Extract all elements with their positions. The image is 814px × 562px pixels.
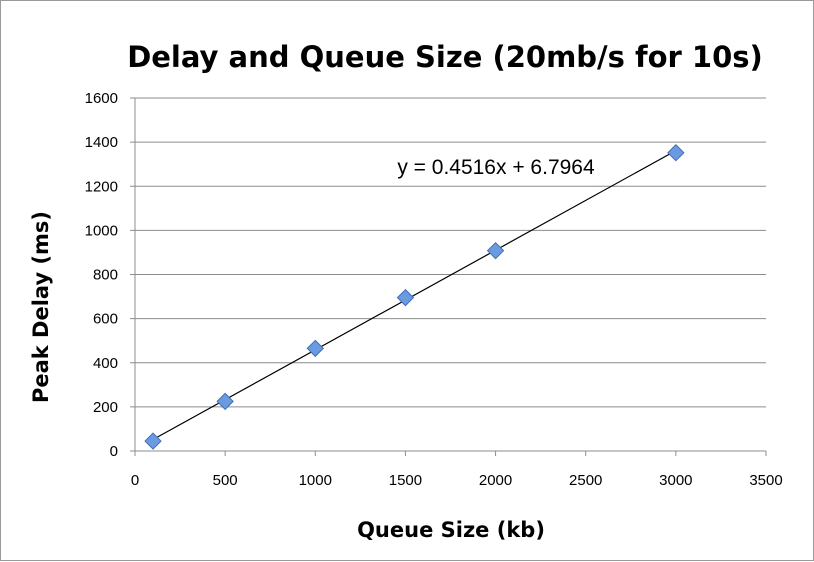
y-tick-label-200: 200 bbox=[93, 399, 118, 416]
trendline bbox=[152, 150, 677, 441]
x-tick-label-1000: 1000 bbox=[299, 472, 332, 489]
data-point-4 bbox=[396, 288, 415, 307]
x-axis-title: Queue Size (kb) bbox=[357, 518, 545, 542]
x-tick-labels: 0 500 1000 1500 2000 2500 3000 3500 bbox=[131, 472, 783, 489]
y-tick-label-1600: 1600 bbox=[85, 90, 118, 107]
gridlines bbox=[135, 97, 766, 408]
y-tick-label-800: 800 bbox=[93, 267, 118, 284]
y-axis-title: Peak Delay (ms) bbox=[29, 211, 53, 403]
data-point-5 bbox=[486, 241, 505, 260]
y-tick-label-1400: 1400 bbox=[85, 134, 118, 151]
y-tick-label-1200: 1200 bbox=[85, 178, 118, 195]
axes bbox=[130, 97, 767, 456]
y-tick-label-400: 400 bbox=[93, 355, 118, 372]
data-point-2 bbox=[216, 392, 234, 411]
data-point-3 bbox=[306, 339, 324, 358]
x-tick-label-2000: 2000 bbox=[479, 472, 512, 489]
data-point-6 bbox=[667, 144, 685, 162]
x-tick-label-3000: 3000 bbox=[659, 472, 692, 489]
x-tick-label-3500: 3500 bbox=[749, 472, 782, 489]
trendline-group bbox=[152, 150, 677, 441]
x-tick-label-1500: 1500 bbox=[389, 472, 422, 489]
y-tick-label-0: 0 bbox=[110, 443, 118, 460]
data-point-1 bbox=[144, 432, 162, 450]
data-points bbox=[144, 144, 685, 450]
y-tick-label-600: 600 bbox=[93, 311, 118, 328]
chart-title: Delay and Queue Size (20mb/s for 10s) bbox=[127, 40, 763, 74]
x-tick-label-500: 500 bbox=[213, 472, 238, 489]
x-tick-label-0: 0 bbox=[131, 472, 139, 489]
y-tick-labels: 0 200 400 600 800 1000 1200 1400 1600 bbox=[85, 90, 118, 460]
x-tick-label-2500: 2500 bbox=[569, 472, 602, 489]
y-tick-label-1000: 1000 bbox=[85, 222, 118, 239]
trendline-equation: y = 0.4516x + 6.7964 bbox=[397, 156, 595, 179]
